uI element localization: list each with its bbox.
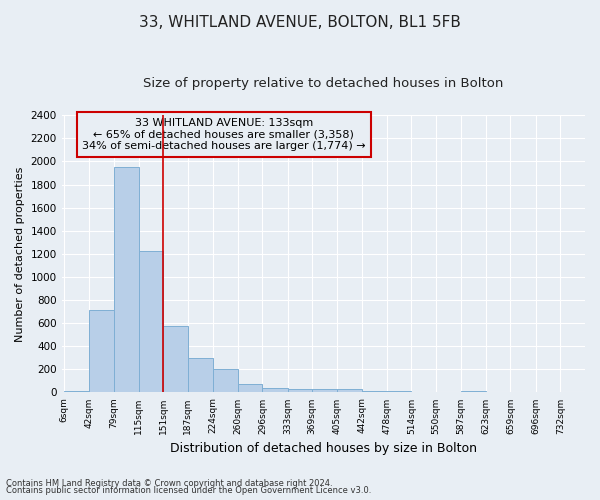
- Bar: [213, 370, 238, 392]
- Text: 33 WHITLAND AVENUE: 133sqm
← 65% of detached houses are smaller (3,358)
34% of s: 33 WHITLAND AVENUE: 133sqm ← 65% of deta…: [82, 118, 366, 151]
- Title: Size of property relative to detached houses in Bolton: Size of property relative to detached ho…: [143, 78, 503, 90]
- Bar: [188, 358, 213, 392]
- Text: Contains public sector information licensed under the Open Government Licence v3: Contains public sector information licen…: [6, 486, 371, 495]
- Bar: [163, 326, 188, 392]
- Bar: [287, 389, 312, 392]
- Bar: [139, 251, 163, 392]
- X-axis label: Distribution of detached houses by size in Bolton: Distribution of detached houses by size …: [170, 442, 477, 455]
- Bar: [238, 384, 262, 392]
- Bar: [89, 310, 114, 392]
- Bar: [312, 389, 337, 392]
- Bar: [64, 390, 89, 392]
- Bar: [362, 390, 387, 392]
- Text: 33, WHITLAND AVENUE, BOLTON, BL1 5FB: 33, WHITLAND AVENUE, BOLTON, BL1 5FB: [139, 15, 461, 30]
- Bar: [262, 388, 287, 392]
- Bar: [114, 167, 139, 392]
- Y-axis label: Number of detached properties: Number of detached properties: [15, 166, 25, 342]
- Text: Contains HM Land Registry data © Crown copyright and database right 2024.: Contains HM Land Registry data © Crown c…: [6, 478, 332, 488]
- Bar: [337, 389, 362, 392]
